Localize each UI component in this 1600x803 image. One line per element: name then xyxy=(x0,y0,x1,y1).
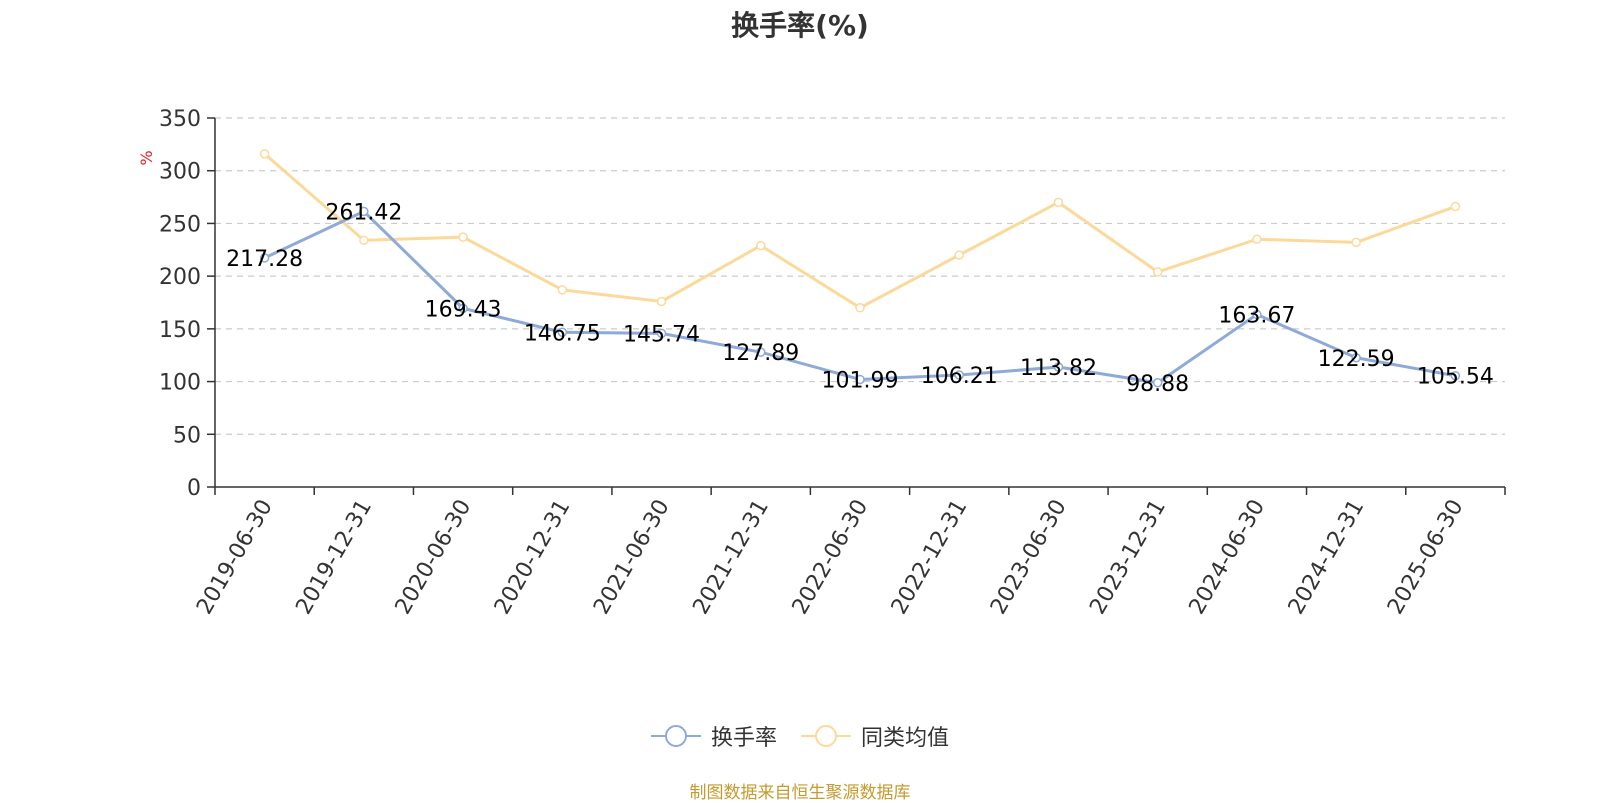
series-line-1 xyxy=(263,152,1456,310)
series-0-point-4[interactable] xyxy=(656,328,667,339)
y-tick-label-50: 50 xyxy=(173,423,201,448)
series-1-point-0[interactable] xyxy=(259,149,270,159)
x-tick-label-2023-06-30: 2023-06-30 xyxy=(986,496,1072,619)
x-tick-label-2022-12-31: 2022-12-31 xyxy=(887,495,973,618)
source-note: 制图数据来自恒生聚源数据库 xyxy=(689,783,911,803)
series-0-point-0[interactable] xyxy=(259,253,270,263)
series-1-point-9[interactable] xyxy=(1152,267,1163,277)
data-label-7: 106.21 xyxy=(921,364,998,389)
data-label-6: 101.99 xyxy=(822,368,899,393)
series-0-point-11[interactable] xyxy=(1351,353,1361,363)
series xyxy=(259,149,1461,388)
series-0-point-1[interactable] xyxy=(359,206,369,217)
series-0-point-5[interactable] xyxy=(756,347,766,357)
legend-item-turnover[interactable]: 换手率 xyxy=(650,720,777,752)
data-label-1: 261.42 xyxy=(325,200,402,225)
series-0-point-12[interactable] xyxy=(1450,370,1461,381)
series-1-point-8[interactable] xyxy=(1053,197,1064,208)
x-tick-label-2025-06-30: 2025-06-30 xyxy=(1383,496,1469,619)
series-1-point-11[interactable] xyxy=(1351,237,1361,248)
x-tick-label-2023-12-31: 2023-12-31 xyxy=(1085,496,1171,619)
chart-title: 换手率(%) xyxy=(731,9,869,42)
legend-label-turnover: 换手率 xyxy=(710,726,777,751)
series-1-point-5[interactable] xyxy=(756,240,766,251)
series-0-point-8[interactable] xyxy=(1053,362,1064,372)
x-tick-label-2021-12-31: 2021-12-31 xyxy=(688,496,774,619)
series-1-point-2[interactable] xyxy=(458,232,468,242)
series-1-point-12[interactable] xyxy=(1450,201,1461,212)
data-label-12: 105.54 xyxy=(1417,365,1494,390)
data-labels: 217.28 261.42 169.43 146.75 145.74 127.89 101.… xyxy=(226,200,1494,396)
x-tick-label-2021-06-30: 2021-06-30 xyxy=(589,496,675,619)
data-label-4: 145.74 xyxy=(623,322,700,347)
series-0-point-2[interactable] xyxy=(458,303,468,314)
legend-turnover-marker-icon xyxy=(650,725,701,747)
series-1-point-7[interactable] xyxy=(954,250,964,260)
axes: 0 50 100 150 200 250 300 350 2019-06-30 2019-12-3… xyxy=(159,107,1506,619)
legend: 换手率 同类均值 xyxy=(0,720,1600,752)
legend-label-peer-average: 同类均值 xyxy=(861,726,950,751)
y-axis-unit: % xyxy=(137,150,156,165)
series-1-point-1[interactable] xyxy=(359,235,369,246)
y-tick-label-350: 350 xyxy=(159,107,201,132)
y-tick-label-200: 200 xyxy=(159,265,201,290)
series-0-point-6[interactable] xyxy=(855,374,865,385)
legend-item-peer-average[interactable]: 同类均值 xyxy=(801,720,949,752)
x-tick-label-2024-06-30: 2024-06-30 xyxy=(1185,496,1271,619)
x-tick-label-2020-06-30: 2020-06-30 xyxy=(391,495,477,618)
data-label-11: 122.59 xyxy=(1318,347,1395,372)
x-tick-label-2022-06-30: 2022-06-30 xyxy=(788,496,874,619)
data-label-5: 127.89 xyxy=(722,341,799,366)
y-tick-label-250: 250 xyxy=(159,212,201,237)
y-tick-label-100: 100 xyxy=(159,371,201,396)
y-tick-label-300: 300 xyxy=(159,160,201,185)
series-1-point-4[interactable] xyxy=(656,296,667,307)
series-0-point-9[interactable] xyxy=(1152,378,1163,388)
data-label-3: 146.75 xyxy=(524,321,601,346)
y-tick-label-0: 0 xyxy=(187,476,201,501)
series-0-point-7[interactable] xyxy=(954,370,964,380)
x-tick-label-2020-12-31: 2020-12-31 xyxy=(490,496,576,619)
series-1-point-3[interactable] xyxy=(557,285,568,295)
x-tick-label-2019-12-31: 2019-12-31 xyxy=(291,496,377,619)
data-label-2: 169.43 xyxy=(425,297,502,322)
series-0-point-3[interactable] xyxy=(557,327,568,338)
data-label-10: 163.67 xyxy=(1218,303,1295,328)
x-tick-label-2019-06-30: 2019-06-30 xyxy=(192,496,278,619)
y-tick-label-150: 150 xyxy=(159,318,201,343)
data-label-9: 98.88 xyxy=(1126,372,1189,397)
series-1-point-10[interactable] xyxy=(1252,234,1262,244)
data-label-8: 113.82 xyxy=(1020,356,1097,381)
series-1-point-6[interactable] xyxy=(855,303,865,313)
legend-peer-average-marker-icon xyxy=(801,725,851,747)
data-label-0: 217.28 xyxy=(226,247,303,272)
series-0-point-10[interactable] xyxy=(1252,309,1262,320)
x-tick-label-2024-12-31: 2024-12-31 xyxy=(1284,496,1370,619)
